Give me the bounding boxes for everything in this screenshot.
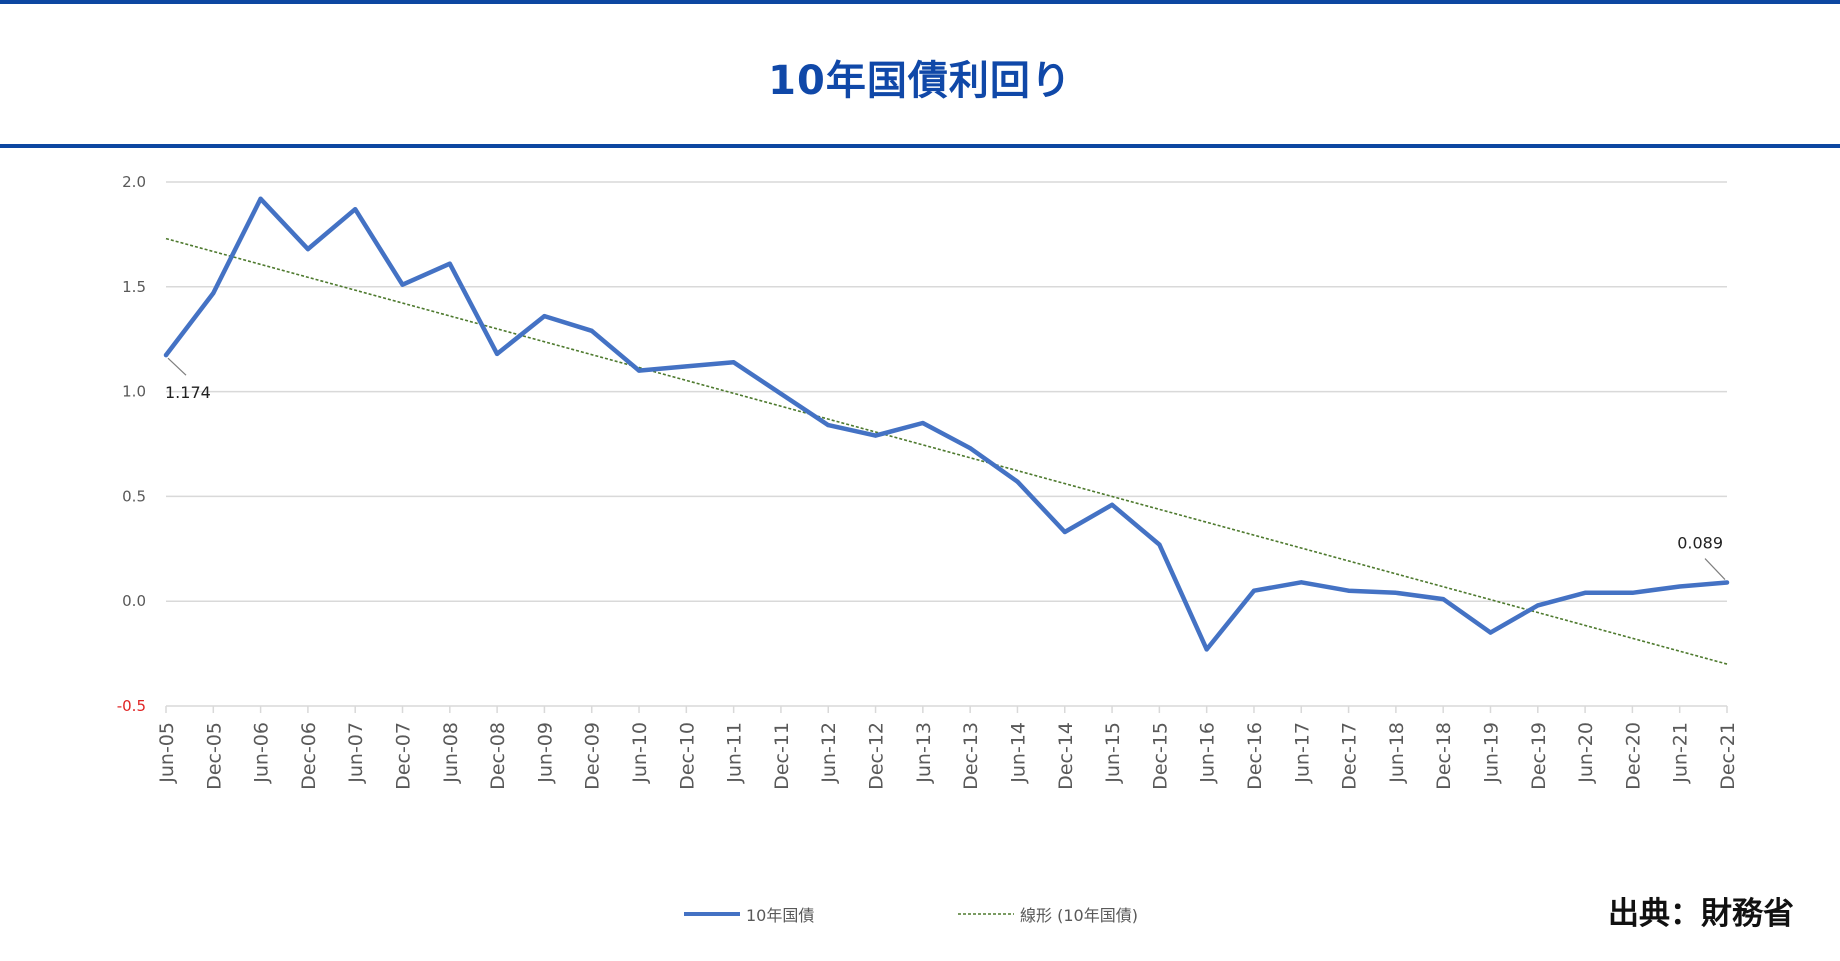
annotation-end-value: 0.089 [1677,534,1723,553]
data-point [873,433,878,438]
x-tick-label: Dec-09 [582,722,604,790]
x-tick-label: Jun-14 [1007,722,1029,784]
data-point [637,368,642,373]
data-point [826,423,831,428]
data-point [1725,580,1729,585]
legend-label-trendline: 線形 (10年国債) [1020,906,1138,925]
data-point [164,353,168,358]
data-point [1251,588,1256,593]
x-tick-label: Jun-12 [818,722,840,784]
top-accent-rule [0,0,1840,4]
line-chart: 2.0 1.5 1.0 0.5 0.0 -0.5 Jun-05 Dec-05 Jun-06 Dec… [117,173,1739,790]
annotation-leader [1704,558,1726,580]
legend-label-series: 10年国債 [746,906,815,925]
data-point [968,446,973,451]
x-tick-label: Dec-06 [298,722,320,790]
x-tick-label: Jun-09 [534,722,556,784]
data-point [1204,647,1209,652]
annotation-leader [167,357,187,376]
y-tick-label: -0.5 [117,697,146,715]
x-tick-label: Jun-06 [251,722,273,784]
x-tick-label: Dec-21 [1717,722,1739,790]
x-tick-label: Jun-21 [1670,722,1692,784]
page-title: 10年国債利回り [768,58,1072,104]
x-tick-label: Jun-15 [1102,722,1124,784]
x-tick-label: Dec-18 [1433,722,1455,790]
x-tick-label: Jun-11 [724,722,746,784]
data-point [1299,580,1304,585]
y-tick-label: 0.5 [122,487,146,505]
x-tick-label: Dec-08 [487,722,509,790]
data-point [1535,603,1540,608]
data-point [589,328,594,333]
x-tick-label: Jun-20 [1575,722,1597,784]
data-point [211,291,216,296]
data-point [1630,590,1635,595]
data-point [353,207,358,212]
series-line-10y-jgb [163,196,1730,652]
data-point [258,196,263,201]
annotation-start-value: 1.174 [165,383,211,402]
data-point [447,261,452,266]
legend-swatch-series [684,912,740,916]
y-tick-label: 1.5 [122,278,146,296]
x-tick-label: Dec-12 [866,722,888,790]
x-tick-label: Dec-10 [676,722,698,790]
x-tick-label: Dec-15 [1149,722,1171,790]
data-point [1015,479,1020,484]
x-tick-label: Jun-17 [1291,722,1313,784]
trendline [165,237,1728,665]
x-tick-label: Jun-07 [345,722,367,784]
x-tick-label: Jun-08 [440,722,462,784]
x-tick-label: Dec-17 [1339,722,1361,790]
x-tick-label: Jun-05 [156,722,178,784]
x-tick-label: Jun-10 [629,722,651,784]
data-point [1157,542,1162,547]
x-tick-label: Dec-16 [1244,722,1266,790]
data-point [1488,630,1493,635]
x-tick-label: Dec-20 [1622,722,1644,790]
data-point [778,391,783,396]
x-tick-label: Dec-07 [393,722,415,790]
x-tick-label: Jun-13 [913,722,935,784]
x-tick-label: Dec-19 [1528,722,1550,790]
data-point [542,314,547,319]
legend-item-series: 10年国債 [684,902,814,926]
x-tick-label: Dec-13 [960,722,982,790]
source-note: 出典：財務省 [1608,896,1794,932]
x-tick-label: Dec-14 [1055,722,1077,790]
data-point [731,360,736,365]
data-point [305,247,310,252]
data-point [1583,590,1588,595]
data-point [1393,590,1398,595]
data-point [684,364,689,369]
legend-item-trendline: 線形 (10年国債) [958,902,1138,926]
data-point [1346,588,1351,593]
x-tick-label: Dec-05 [203,722,225,790]
data-point [400,282,405,287]
data-point [1110,502,1115,507]
y-tick-label: 0.0 [122,592,146,610]
x-tick-label: Dec-11 [771,722,793,790]
y-tick-label: 2.0 [122,173,146,191]
data-point [920,421,925,426]
data-point [495,351,500,356]
data-point [1677,584,1682,589]
x-tick-label: Jun-19 [1480,722,1502,784]
data-point [1441,597,1446,602]
y-tick-label: 1.0 [122,383,146,401]
x-tick-label: Jun-18 [1386,722,1408,784]
legend-swatch-trendline [958,913,1014,915]
x-tick-label: Jun-16 [1197,722,1219,784]
header-accent-rule [0,144,1840,148]
data-point [1062,530,1067,535]
